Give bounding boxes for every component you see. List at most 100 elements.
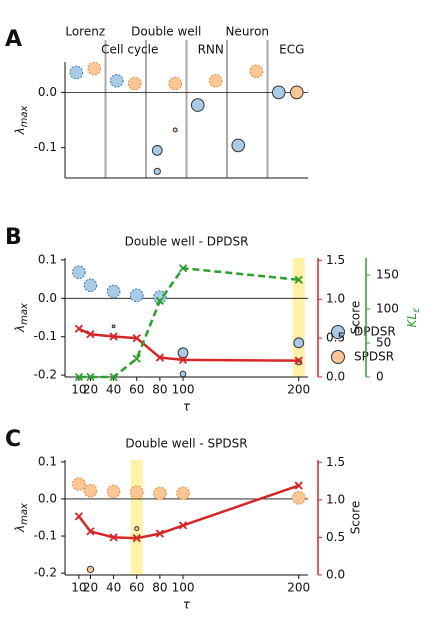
bubble bbox=[153, 290, 167, 304]
category-label: Cell cycle bbox=[101, 43, 158, 57]
marker bbox=[74, 372, 84, 382]
category-label: ECG bbox=[279, 43, 304, 57]
chart-title: Double well - SPDSR bbox=[125, 437, 247, 451]
panel-label: B bbox=[5, 225, 22, 250]
x-tick-label: 100 bbox=[172, 383, 195, 397]
marker bbox=[132, 534, 141, 543]
category-label: Neuron bbox=[225, 25, 269, 39]
bubble bbox=[86, 565, 95, 574]
category-label: RNN bbox=[198, 43, 224, 57]
y2-axis-label: Score bbox=[349, 301, 363, 335]
y-tick-label: 0.1 bbox=[38, 252, 57, 266]
marker bbox=[74, 324, 84, 333]
y-tick-label: -0.1 bbox=[34, 140, 57, 154]
marker bbox=[155, 353, 165, 362]
y-tick-label: -0.2 bbox=[34, 368, 57, 382]
bubble bbox=[153, 486, 167, 501]
x-axis-label: τ bbox=[183, 598, 191, 612]
y3-axis-label-sub: ε bbox=[411, 307, 422, 313]
y-tick-label: -0.1 bbox=[34, 329, 57, 343]
bubble bbox=[72, 477, 86, 491]
bubble bbox=[249, 64, 264, 79]
y2-tick-label: 0.0 bbox=[326, 370, 345, 384]
bubble bbox=[127, 76, 142, 91]
marker bbox=[74, 512, 84, 521]
marker bbox=[132, 333, 141, 343]
x-tick-label: 10 bbox=[71, 581, 86, 595]
panel-label: C bbox=[5, 427, 21, 452]
marker bbox=[294, 481, 303, 490]
bubble bbox=[168, 76, 183, 91]
marker bbox=[109, 372, 118, 382]
x-tick-label: 20 bbox=[83, 581, 98, 595]
bubble bbox=[134, 526, 140, 532]
bubble bbox=[151, 144, 163, 156]
x-tick-label: 80 bbox=[152, 581, 167, 595]
marker bbox=[155, 529, 165, 538]
marker bbox=[109, 533, 118, 542]
y-tick-label: -0.1 bbox=[34, 529, 57, 543]
x-tick-label: 60 bbox=[129, 383, 144, 397]
y-axis-label: λmax bbox=[13, 503, 31, 533]
chart-title: Double well - DPDSR bbox=[125, 235, 249, 249]
bubble bbox=[129, 485, 144, 500]
bubble bbox=[172, 127, 178, 133]
x-axis-label: τ bbox=[183, 400, 191, 414]
bubble bbox=[190, 98, 205, 112]
y-axis-label-sub: max bbox=[19, 303, 30, 325]
marker bbox=[178, 264, 188, 273]
marker bbox=[86, 330, 95, 339]
marker bbox=[132, 354, 141, 363]
bubble bbox=[271, 85, 286, 100]
y-axis-label-sub: max bbox=[19, 503, 30, 525]
y-axis-label: λmax bbox=[13, 105, 31, 135]
y-axis-label-main: λ bbox=[13, 525, 27, 533]
y-tick-label: -0.2 bbox=[34, 566, 57, 580]
legend-label: SPDSR bbox=[354, 350, 394, 364]
y-axis-label: λmax bbox=[13, 303, 31, 333]
y3-axis-label-main: KL bbox=[405, 313, 419, 328]
bubble bbox=[208, 73, 223, 88]
category-label: Lorenz bbox=[65, 25, 105, 39]
x-tick-label: 100 bbox=[172, 581, 195, 595]
bubble bbox=[289, 85, 304, 100]
y-axis-label-main: λ bbox=[13, 325, 27, 333]
bubble bbox=[83, 483, 98, 498]
marker bbox=[178, 521, 188, 530]
x-tick-label: 200 bbox=[287, 581, 310, 595]
bubble bbox=[293, 337, 305, 349]
x-tick-label: 20 bbox=[83, 383, 98, 397]
legend-marker bbox=[331, 350, 345, 364]
y3-tick-label: 0 bbox=[376, 370, 384, 384]
bubble bbox=[83, 278, 98, 293]
x-tick-label: 10 bbox=[71, 383, 86, 397]
marker bbox=[178, 355, 188, 365]
x-tick-label: 40 bbox=[106, 581, 121, 595]
y-tick-label: 0.0 bbox=[38, 291, 57, 305]
bubble bbox=[109, 73, 124, 88]
y-axis-label-sub: max bbox=[19, 105, 30, 127]
bubble bbox=[106, 284, 121, 299]
y2-tick-label: 1.0 bbox=[326, 292, 345, 306]
x-tick-label: 80 bbox=[152, 383, 167, 397]
bubble bbox=[106, 484, 121, 499]
bubble bbox=[179, 370, 187, 378]
marker bbox=[155, 296, 165, 305]
y-tick-label: 0.1 bbox=[38, 454, 57, 468]
y-tick-label: 0.0 bbox=[38, 491, 57, 505]
y3-tick-label: 50 bbox=[376, 336, 391, 350]
bubble bbox=[129, 288, 144, 303]
y2-tick-label: 1.5 bbox=[326, 455, 345, 469]
marker bbox=[86, 527, 95, 536]
bubble bbox=[87, 61, 102, 76]
bubble bbox=[72, 265, 86, 280]
y2-tick-label: 1.0 bbox=[326, 492, 345, 506]
marker bbox=[109, 332, 118, 341]
x-tick-label: 200 bbox=[287, 383, 310, 397]
panel-label: A bbox=[5, 27, 22, 52]
y-tick-label: 0.0 bbox=[38, 85, 57, 99]
category-label: Double well bbox=[131, 25, 201, 39]
y2-tick-label: 0.0 bbox=[326, 568, 345, 582]
bubble bbox=[69, 65, 84, 80]
marker bbox=[86, 372, 95, 382]
